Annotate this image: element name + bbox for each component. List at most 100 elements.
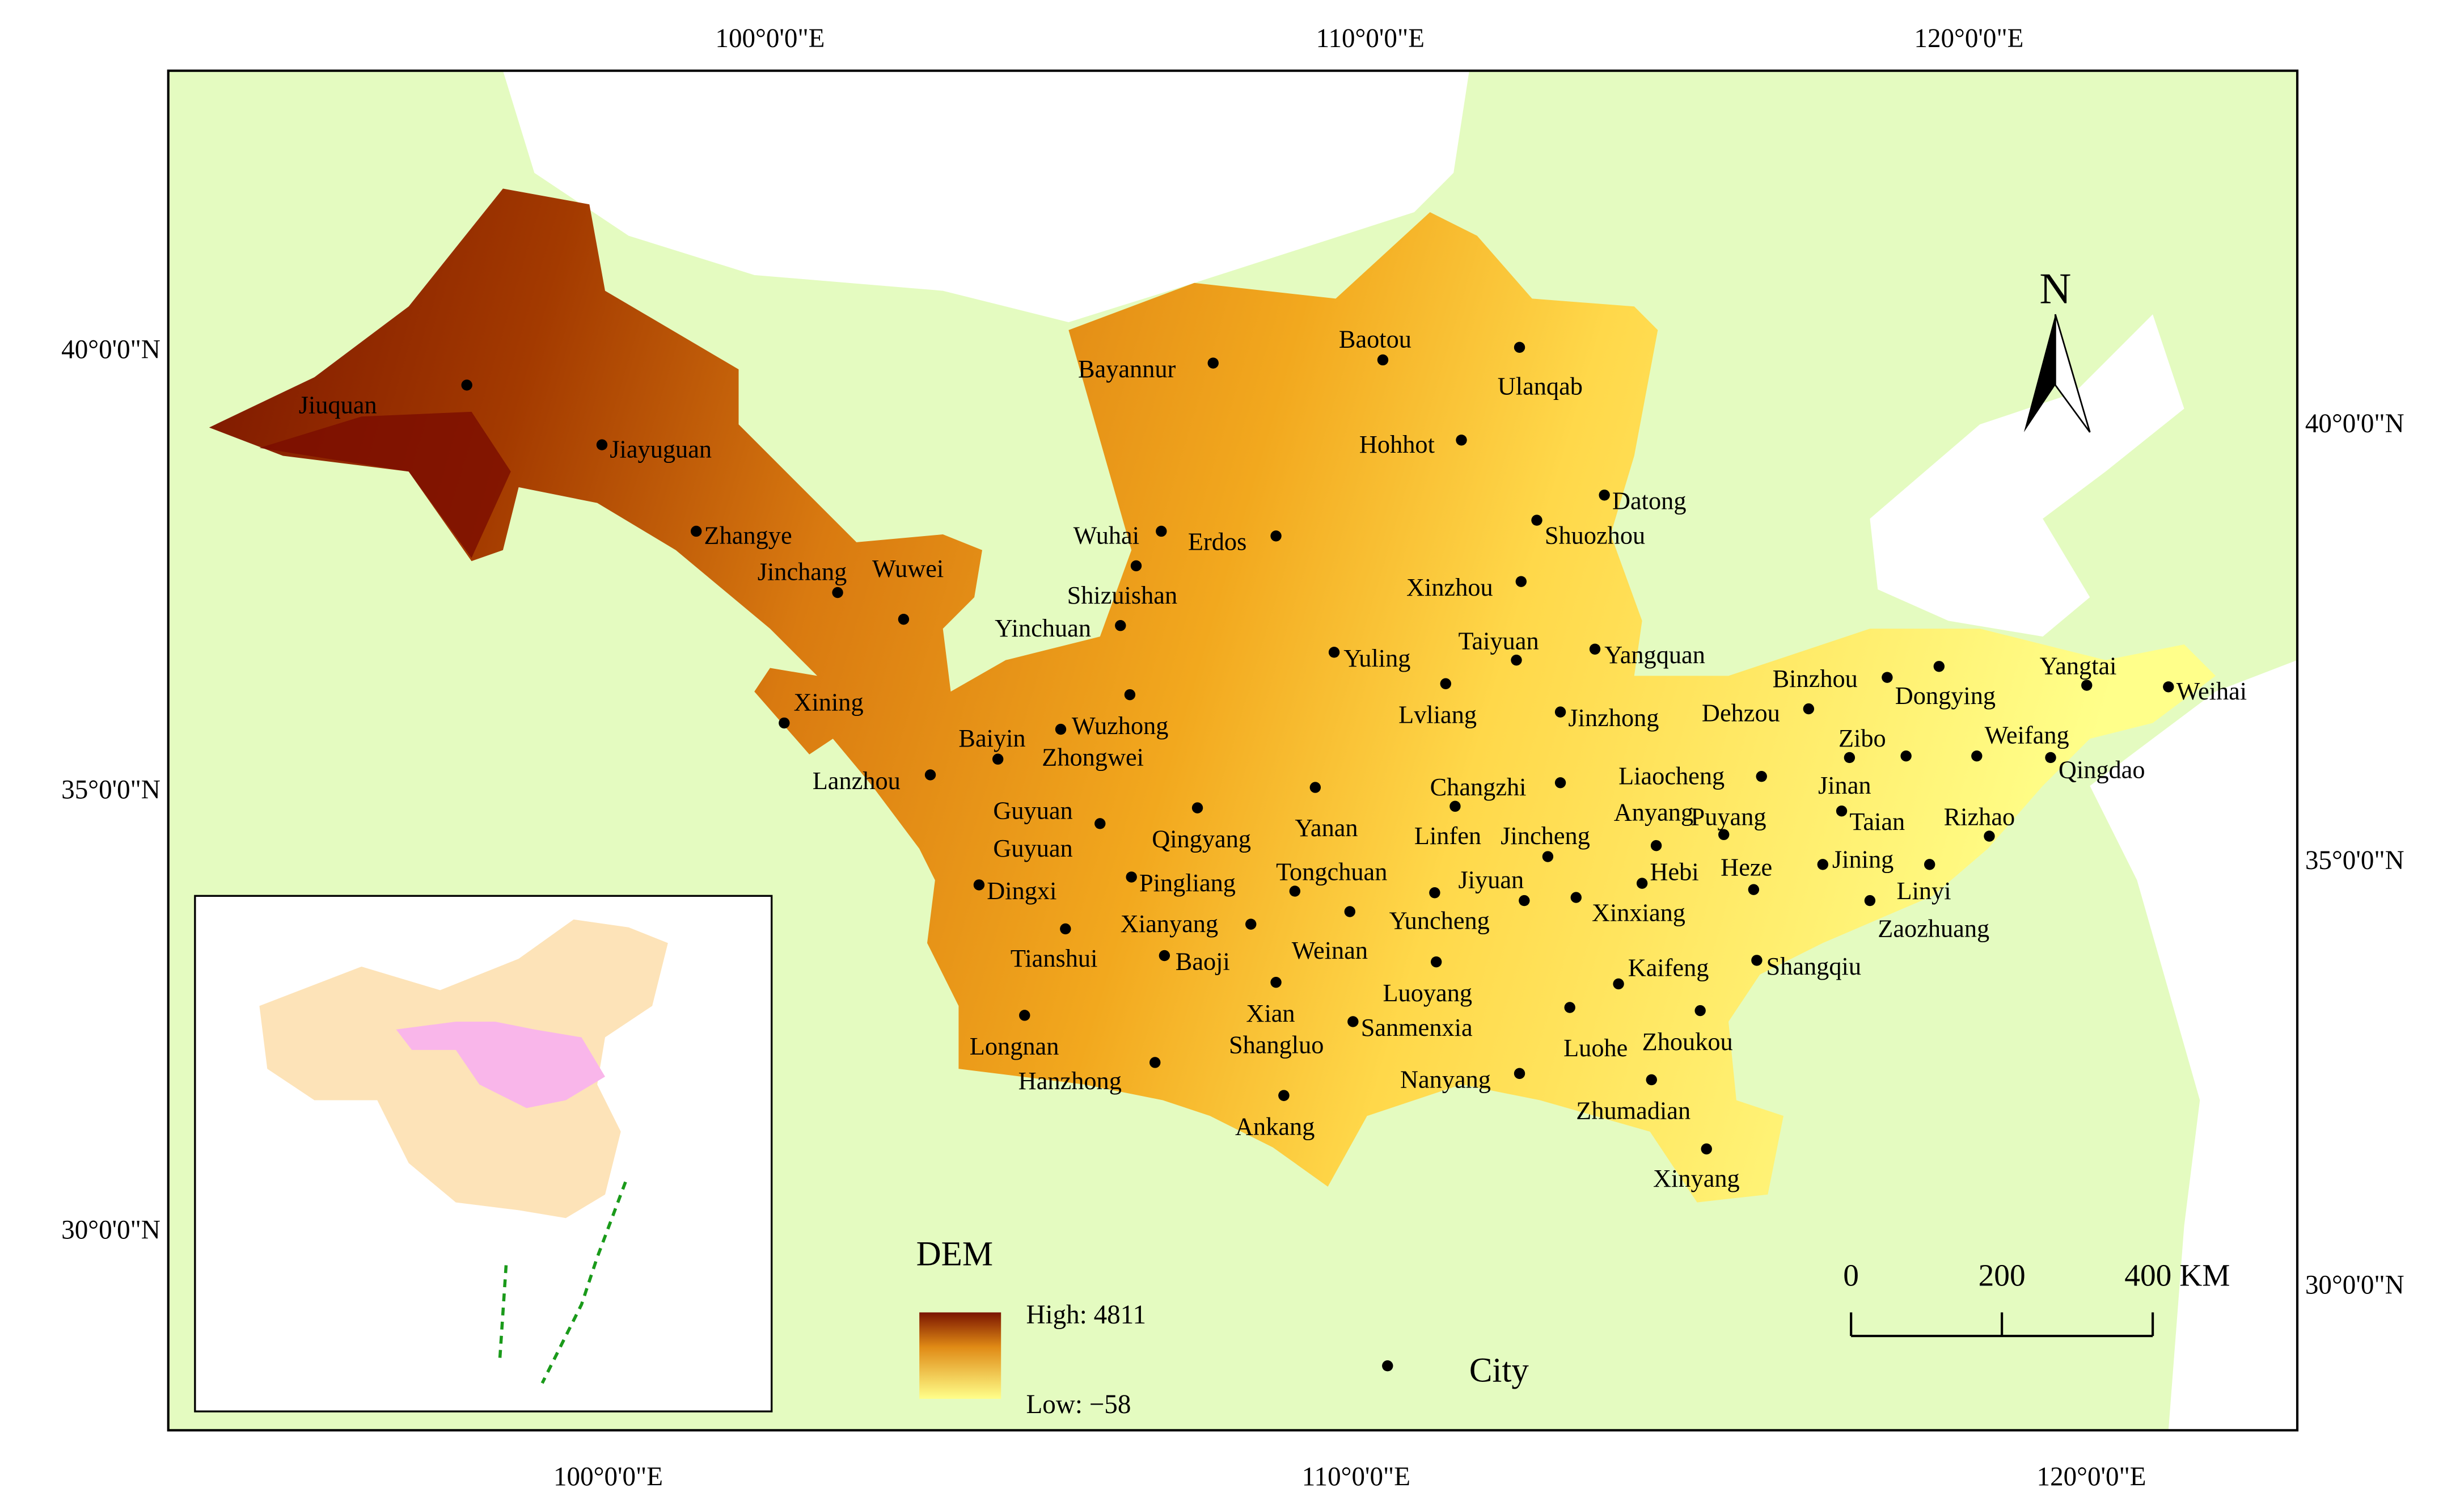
map-frame <box>167 69 2299 1432</box>
city-dot <box>1347 1016 1359 1027</box>
city-dot <box>1514 341 1525 353</box>
city-dot <box>1126 871 1137 883</box>
city-dot <box>1149 1057 1161 1068</box>
graticule-label: 30°0'0"N <box>2305 1270 2404 1300</box>
city-dot <box>1344 906 1355 917</box>
city-label: Datong <box>1612 487 1687 515</box>
city-dot <box>1519 895 1530 906</box>
graticule-label: 40°0'0"N <box>2305 409 2404 439</box>
city-label: Linyi <box>1896 876 1951 905</box>
city-dot <box>1636 878 1648 889</box>
city-label: Xinxiang <box>1592 899 1685 927</box>
city-dot <box>1924 859 1935 870</box>
legend-high: High: 4811 <box>1026 1300 1146 1330</box>
city-label: Xinzhou <box>1406 573 1493 601</box>
city-dot <box>1542 851 1554 862</box>
city-label: Binzhou <box>1773 664 1858 693</box>
city-label: Baoji <box>1176 947 1230 976</box>
inset-map <box>194 895 773 1413</box>
city-label: Xianyang <box>1121 909 1218 938</box>
city-label: Xinyang <box>1653 1164 1740 1192</box>
legend-gradient <box>919 1312 1001 1399</box>
city-dot <box>898 613 910 625</box>
city-label: Puyang <box>1691 803 1766 831</box>
city-dot <box>1278 1090 1290 1101</box>
inset-country <box>259 919 668 1218</box>
graticule-label: 35°0'0"N <box>61 775 160 805</box>
city-dot <box>1817 859 1828 870</box>
city-dot <box>1803 703 1815 715</box>
city-dot <box>1156 525 1167 537</box>
city-label: Zhoukou <box>1642 1027 1733 1056</box>
city-label: Zhangye <box>704 521 792 550</box>
high-terrain <box>259 411 511 558</box>
city-label: Shangluo <box>1229 1030 1324 1059</box>
city-label: Yanan <box>1295 813 1358 842</box>
city-label: Luoyang <box>1383 979 1472 1007</box>
city-label: Yinchuan <box>995 614 1091 642</box>
city-dot <box>1511 654 1522 666</box>
city-dot <box>1864 895 1876 906</box>
scale-bar <box>1850 1312 2154 1338</box>
city-label: Anyang <box>1614 798 1693 826</box>
city-dot <box>1900 750 1912 762</box>
outside-area <box>502 70 1469 322</box>
graticule-label: 120°0'0"E <box>2037 1462 2146 1491</box>
graticule-label: 100°0'0"E <box>553 1462 663 1491</box>
graticule-label: 35°0'0"N <box>2305 846 2404 875</box>
city-label: Ankang <box>1235 1112 1315 1140</box>
study-region-dem <box>209 188 2216 1203</box>
city-dot <box>1748 884 1760 895</box>
city-dot <box>1429 887 1440 899</box>
city-label: Hanzhong <box>1018 1066 1122 1095</box>
city-dot <box>1245 918 1257 930</box>
city-label: Dongying <box>1895 681 1996 710</box>
city-dot <box>1270 530 1282 542</box>
city-dot <box>1589 643 1601 655</box>
city-label: Jiyuan <box>1458 865 1524 893</box>
city-dot <box>1060 923 1071 935</box>
city-label: Jincheng <box>1501 821 1590 850</box>
city-dot <box>924 769 936 781</box>
city-label: Hohhot <box>1359 430 1435 458</box>
city-dot <box>1191 802 1203 813</box>
city-label: Hebi <box>1650 858 1699 886</box>
city-dot <box>1844 752 1856 764</box>
city-label: Dehzou <box>1702 699 1780 727</box>
city-label: Liaocheng <box>1618 762 1725 790</box>
city-dot <box>1882 672 1893 683</box>
city-label: Jiuquan <box>299 391 377 419</box>
city-dot <box>1836 805 1848 817</box>
city-label: Pingliang <box>1139 868 1236 897</box>
city-label: Shuozhou <box>1545 521 1645 550</box>
city-dot <box>1756 771 1767 782</box>
city-dot <box>1701 1143 1712 1155</box>
city-label: Nanyang <box>1400 1065 1491 1093</box>
city-dot <box>1718 829 1730 840</box>
city-label: Erdos <box>1188 528 1246 556</box>
city-label: Jinchang <box>758 557 847 585</box>
city-dot <box>1430 956 1442 968</box>
graticule-label: 110°0'0"E <box>1316 24 1425 53</box>
graticule-label: 110°0'0"E <box>1302 1462 1410 1491</box>
city-label: Bayannur <box>1078 355 1176 383</box>
graticule-label: 30°0'0"N <box>61 1215 160 1245</box>
city-dot <box>992 753 1004 765</box>
city-label: Dingxi <box>987 876 1056 905</box>
legend-low: Low: −58 <box>1026 1390 1131 1419</box>
city-dot <box>973 879 985 891</box>
city-dot <box>1751 955 1763 966</box>
city-dot <box>1328 647 1340 658</box>
city-label: Yangtai <box>2040 652 2117 680</box>
city-dot <box>1613 978 1624 990</box>
inset-boundary <box>498 1181 627 1384</box>
city-dot <box>1694 1005 1706 1017</box>
yellow-sea <box>2090 660 2298 1431</box>
city-dot <box>1646 1074 1657 1086</box>
city-dot <box>1456 435 1467 446</box>
city-label: Shangqiu <box>1766 952 1861 980</box>
city-dot <box>2045 752 2056 764</box>
city-label: Baiyin <box>958 724 1025 752</box>
city-dot <box>1130 560 1142 572</box>
city-label: Shizuishan <box>1067 581 1178 609</box>
